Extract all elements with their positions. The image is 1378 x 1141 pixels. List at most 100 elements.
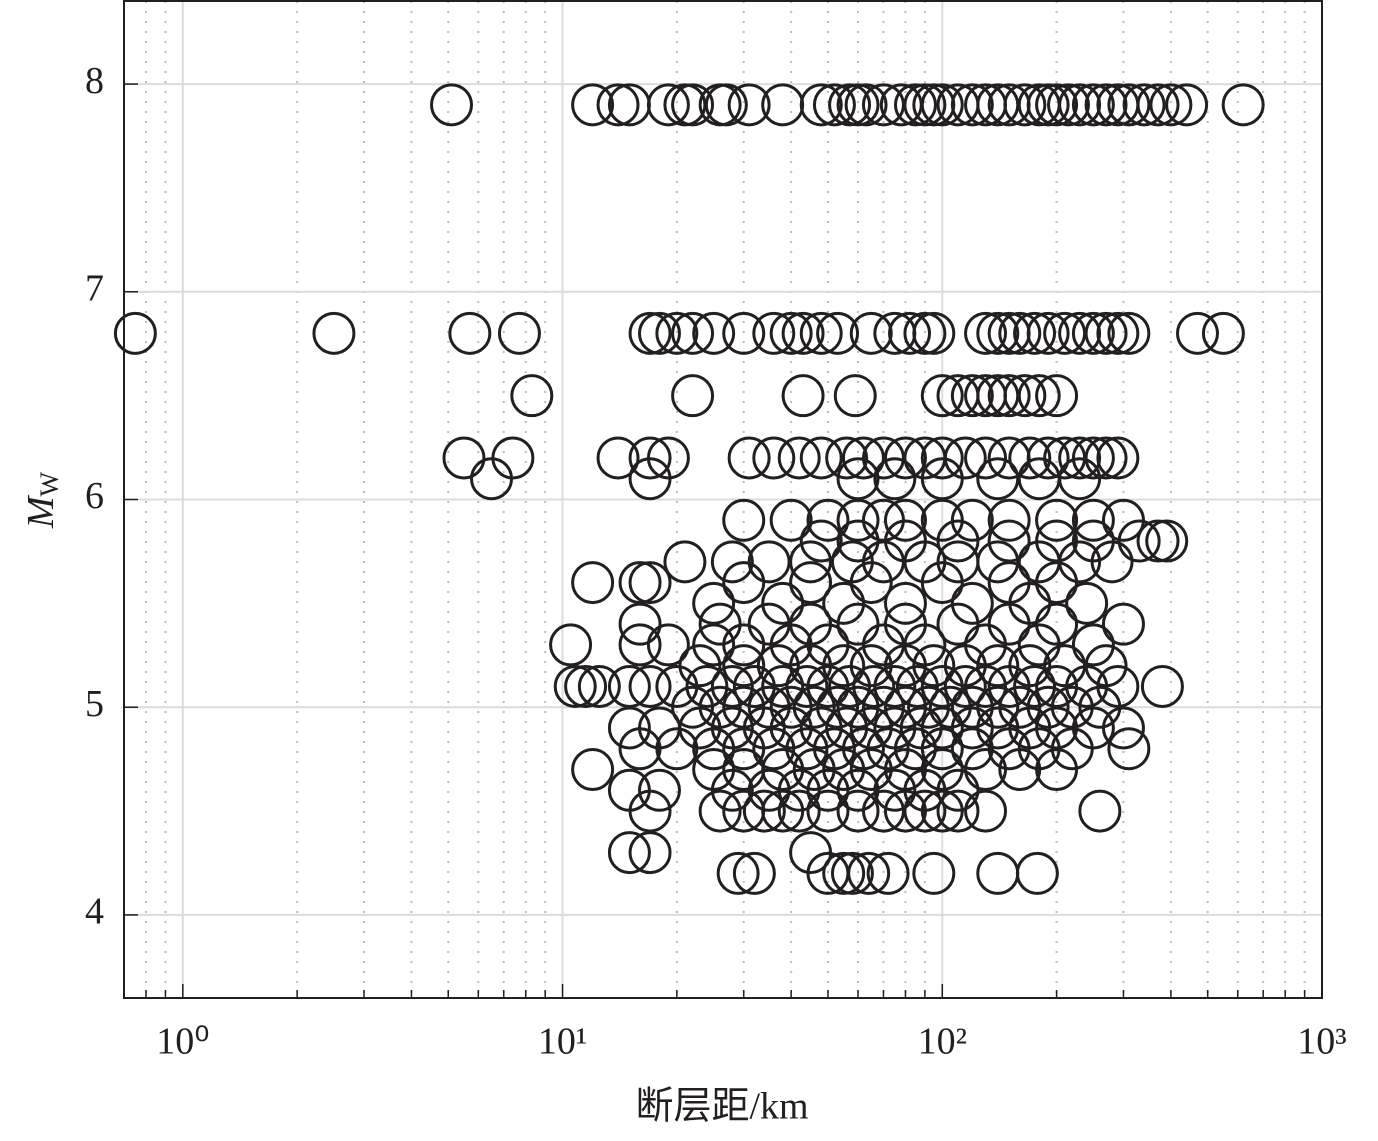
point — [628, 457, 672, 501]
point — [847, 851, 891, 895]
point — [799, 519, 843, 563]
point — [895, 664, 939, 708]
point — [761, 664, 805, 708]
point — [692, 727, 736, 771]
point — [1107, 727, 1151, 771]
point — [873, 457, 917, 501]
point — [732, 851, 776, 895]
point — [628, 831, 672, 875]
point — [564, 664, 608, 708]
point — [1065, 664, 1109, 708]
plot-frame — [123, 0, 1323, 999]
point — [1017, 374, 1061, 418]
point — [1026, 436, 1070, 480]
point — [950, 374, 994, 418]
point — [920, 706, 964, 750]
point — [671, 685, 715, 729]
point — [828, 664, 872, 708]
y-tick-label: 8 — [85, 60, 104, 102]
point — [1071, 83, 1115, 127]
point — [893, 727, 937, 771]
x-axis-label: 断层距/km — [635, 1086, 808, 1128]
point — [873, 768, 917, 812]
point — [1035, 498, 1079, 542]
point — [936, 789, 980, 833]
point — [1058, 311, 1102, 355]
point — [789, 540, 833, 584]
point — [1107, 311, 1151, 355]
point — [1101, 706, 1145, 750]
point — [704, 83, 748, 127]
point — [1026, 311, 1070, 355]
point — [1058, 457, 1102, 501]
point — [607, 664, 651, 708]
y-axis-label-sub: W — [35, 471, 64, 496]
point — [903, 83, 947, 127]
point — [769, 685, 813, 729]
point — [1047, 83, 1091, 127]
point — [1136, 83, 1180, 127]
y-tick-label: 7 — [85, 268, 104, 310]
point — [1026, 83, 1070, 127]
point — [920, 83, 964, 127]
point — [577, 664, 621, 708]
point — [747, 540, 791, 584]
point — [907, 685, 951, 729]
point — [655, 311, 699, 355]
point — [1136, 519, 1180, 563]
point — [1149, 83, 1193, 127]
point — [806, 768, 850, 812]
point — [698, 602, 742, 646]
point — [912, 311, 956, 355]
point — [812, 83, 856, 127]
point — [830, 851, 874, 895]
point — [698, 789, 742, 833]
point — [618, 727, 662, 771]
point — [950, 83, 994, 127]
point — [752, 436, 796, 480]
point — [883, 789, 927, 833]
point — [883, 581, 927, 625]
point — [628, 311, 672, 355]
point — [799, 436, 843, 480]
point — [571, 748, 615, 792]
point — [950, 706, 994, 750]
y-axis-label-main: M — [20, 494, 62, 529]
point — [618, 623, 662, 667]
point — [742, 789, 786, 833]
point — [883, 436, 927, 480]
point — [1013, 311, 1057, 355]
point — [692, 581, 736, 625]
point — [1221, 83, 1265, 127]
point — [671, 311, 715, 355]
point — [936, 519, 980, 563]
point — [1096, 311, 1140, 355]
point — [799, 311, 843, 355]
point — [628, 561, 672, 605]
point — [806, 498, 850, 542]
point — [806, 789, 850, 833]
y-tick-label: 6 — [85, 475, 104, 517]
point — [1107, 83, 1151, 127]
point — [448, 311, 492, 355]
point — [607, 706, 651, 750]
point — [825, 436, 869, 480]
point — [836, 457, 880, 501]
point — [618, 561, 662, 605]
point — [1071, 498, 1115, 542]
point — [777, 789, 821, 833]
point — [727, 83, 771, 127]
point — [470, 457, 514, 501]
point — [1008, 581, 1052, 625]
x-tick-label: 10¹ — [538, 1021, 587, 1063]
point — [936, 602, 980, 646]
point — [442, 436, 486, 480]
point — [1084, 83, 1128, 127]
y-tick-label: 4 — [85, 891, 104, 933]
point — [722, 623, 766, 667]
point — [710, 540, 754, 584]
point — [1035, 83, 1079, 127]
point — [607, 83, 651, 127]
point — [893, 83, 937, 127]
